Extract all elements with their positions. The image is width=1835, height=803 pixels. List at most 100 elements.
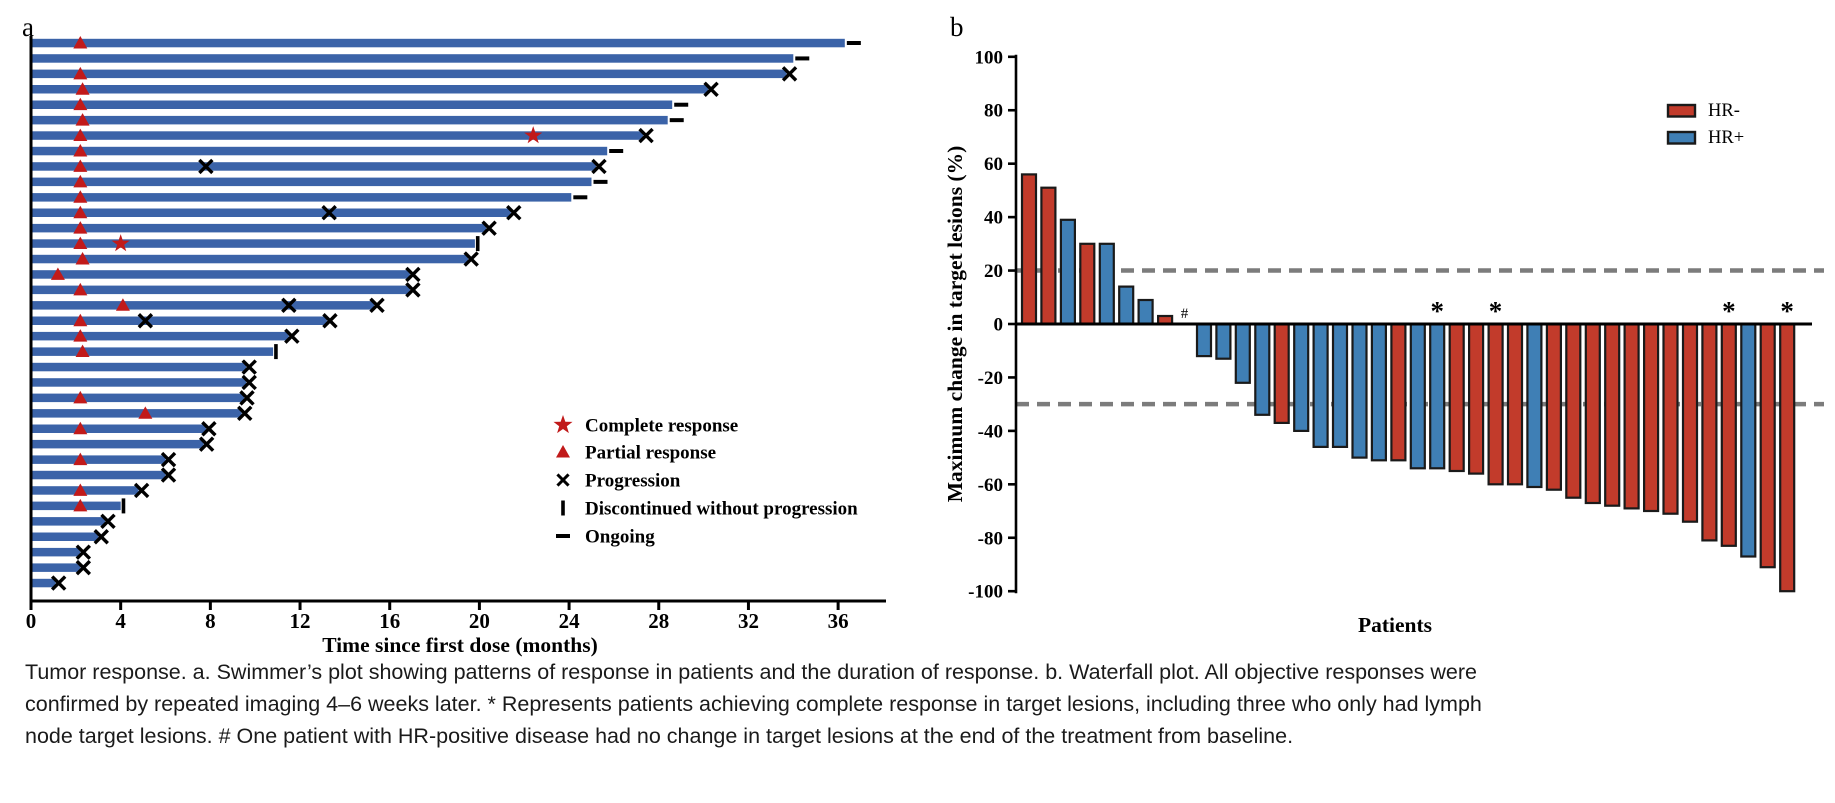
complete-response-marker — [524, 126, 543, 144]
discontinued-marker — [274, 344, 278, 360]
progression-marker — [284, 328, 300, 344]
waterfall-bar — [1448, 322, 1465, 473]
progression-marker — [93, 529, 109, 545]
x-tick-label: 24 — [559, 609, 581, 633]
swimmer-bar — [31, 470, 166, 480]
waterfall-bar — [1681, 322, 1699, 523]
triangle-icon — [556, 445, 570, 458]
y-tick-label: -20 — [978, 368, 1003, 389]
y-tick-label: 0 — [994, 315, 1004, 336]
progression-marker — [160, 467, 177, 483]
dash-icon — [556, 534, 570, 538]
partial-response-marker — [138, 406, 153, 419]
waterfall-bar — [1779, 322, 1796, 593]
complete-response-asterisk: * — [1780, 296, 1794, 326]
waterfall-bar — [1040, 186, 1057, 326]
legend-label: Partial response — [585, 443, 716, 464]
swimmer-bar — [31, 532, 99, 541]
swimmer-bar — [31, 177, 592, 187]
swimmer-bar — [31, 439, 204, 449]
y-axis-title: Maximum change in target lesions (%) — [943, 146, 967, 503]
progression-marker — [100, 513, 116, 530]
y-tick-label: 40 — [984, 208, 1003, 229]
waterfall-bar — [1429, 322, 1446, 470]
partial-response-marker — [73, 282, 88, 296]
waterfall-bars: # * * * * — [1020, 173, 1796, 593]
progression-marker — [241, 359, 257, 375]
progression-marker — [137, 313, 154, 329]
waterfall-bar — [1545, 322, 1563, 491]
partial-response-marker — [73, 329, 88, 342]
y-tick-label: -60 — [978, 475, 1003, 496]
progression-marker — [506, 205, 522, 221]
swimmer-bar — [31, 393, 244, 403]
partial-response-marker — [75, 252, 90, 265]
waterfall-bar — [1079, 242, 1096, 326]
swimmer-bar — [31, 285, 410, 295]
swimmer-bar — [31, 378, 247, 387]
x-tick-label: 28 — [648, 609, 669, 633]
y-tick-label: -80 — [978, 528, 1003, 549]
swimmer-bar — [31, 54, 794, 63]
x-tick-label: 20 — [469, 609, 490, 633]
waterfall-bar — [1662, 322, 1679, 515]
waterfall-bar — [1351, 322, 1368, 459]
progression-marker — [405, 266, 421, 283]
progression-marker — [481, 220, 497, 236]
swimmer-bar — [31, 146, 608, 156]
swimmer-bar — [31, 486, 139, 495]
cross-icon — [556, 473, 570, 487]
swimmer-bar — [31, 455, 166, 464]
complete-response-asterisk: * — [1489, 296, 1503, 326]
panel-a-label: a — [22, 12, 34, 42]
caption-line: Tumor response. a. Swimmer’s plot showin… — [25, 660, 1478, 684]
waterfall-bar — [1506, 322, 1524, 486]
legend-label: HR- — [1708, 101, 1740, 121]
waterfall-bar — [1487, 322, 1504, 486]
partial-response-marker — [73, 498, 88, 512]
partial-response-marker — [75, 113, 90, 126]
progression-marker — [160, 451, 177, 468]
waterfall-bar — [1195, 322, 1213, 358]
waterfall-legend: HR- HR+ — [1666, 101, 1744, 148]
x-tick-label: 12 — [290, 609, 311, 633]
swimmer-bar — [31, 424, 206, 433]
waterfall-bar — [1740, 322, 1757, 558]
swimmer-bar — [31, 85, 709, 94]
y-tick-label: 60 — [984, 154, 1003, 175]
partial-response-marker — [73, 159, 88, 172]
progression-marker — [369, 297, 385, 314]
discontinued-marker — [475, 236, 480, 252]
waterfall-bar — [1565, 322, 1582, 499]
swimmer-bar — [31, 193, 572, 202]
partial-response-marker — [73, 36, 88, 49]
swimmer-bar — [31, 162, 596, 171]
partial-response-marker — [73, 483, 88, 496]
x-axis-title: Time since first dose (months) — [322, 633, 598, 657]
x-tick-label: 32 — [738, 609, 759, 633]
swimmer-bar — [31, 115, 668, 125]
waterfall-bar — [1370, 322, 1387, 462]
y-tick-label: 80 — [984, 101, 1003, 122]
swimmer-bars — [31, 38, 845, 588]
waterfall-bar — [1642, 322, 1660, 513]
swimmer-axes: 0 4 8 12 16 20 24 28 32 36 Time since first dose (… — [26, 36, 886, 657]
partial-response-marker — [73, 144, 88, 157]
partial-response-marker — [73, 421, 88, 435]
progression-marker — [405, 282, 421, 298]
swimmer-bar — [31, 100, 673, 109]
swimmer-legend: Complete response Partial response Progres… — [553, 415, 858, 548]
waterfall-bar — [1604, 322, 1621, 507]
partial-response-marker — [73, 390, 88, 404]
partial-response-marker — [75, 344, 90, 358]
partial-response-marker — [73, 97, 88, 111]
x-axis-title: Patients — [1358, 613, 1432, 637]
swimmer-plot: 0 4 8 12 16 20 24 28 32 36 Time since first dose (… — [26, 36, 886, 657]
y-tick-label: 20 — [984, 261, 1003, 282]
waterfall-bar — [1254, 322, 1271, 416]
waterfall-bar — [1215, 322, 1232, 360]
progression-marker — [198, 158, 214, 175]
figure-caption: Tumor response. a. Swimmer’s plot showin… — [25, 656, 1820, 752]
x-tick-label: 8 — [205, 609, 216, 633]
